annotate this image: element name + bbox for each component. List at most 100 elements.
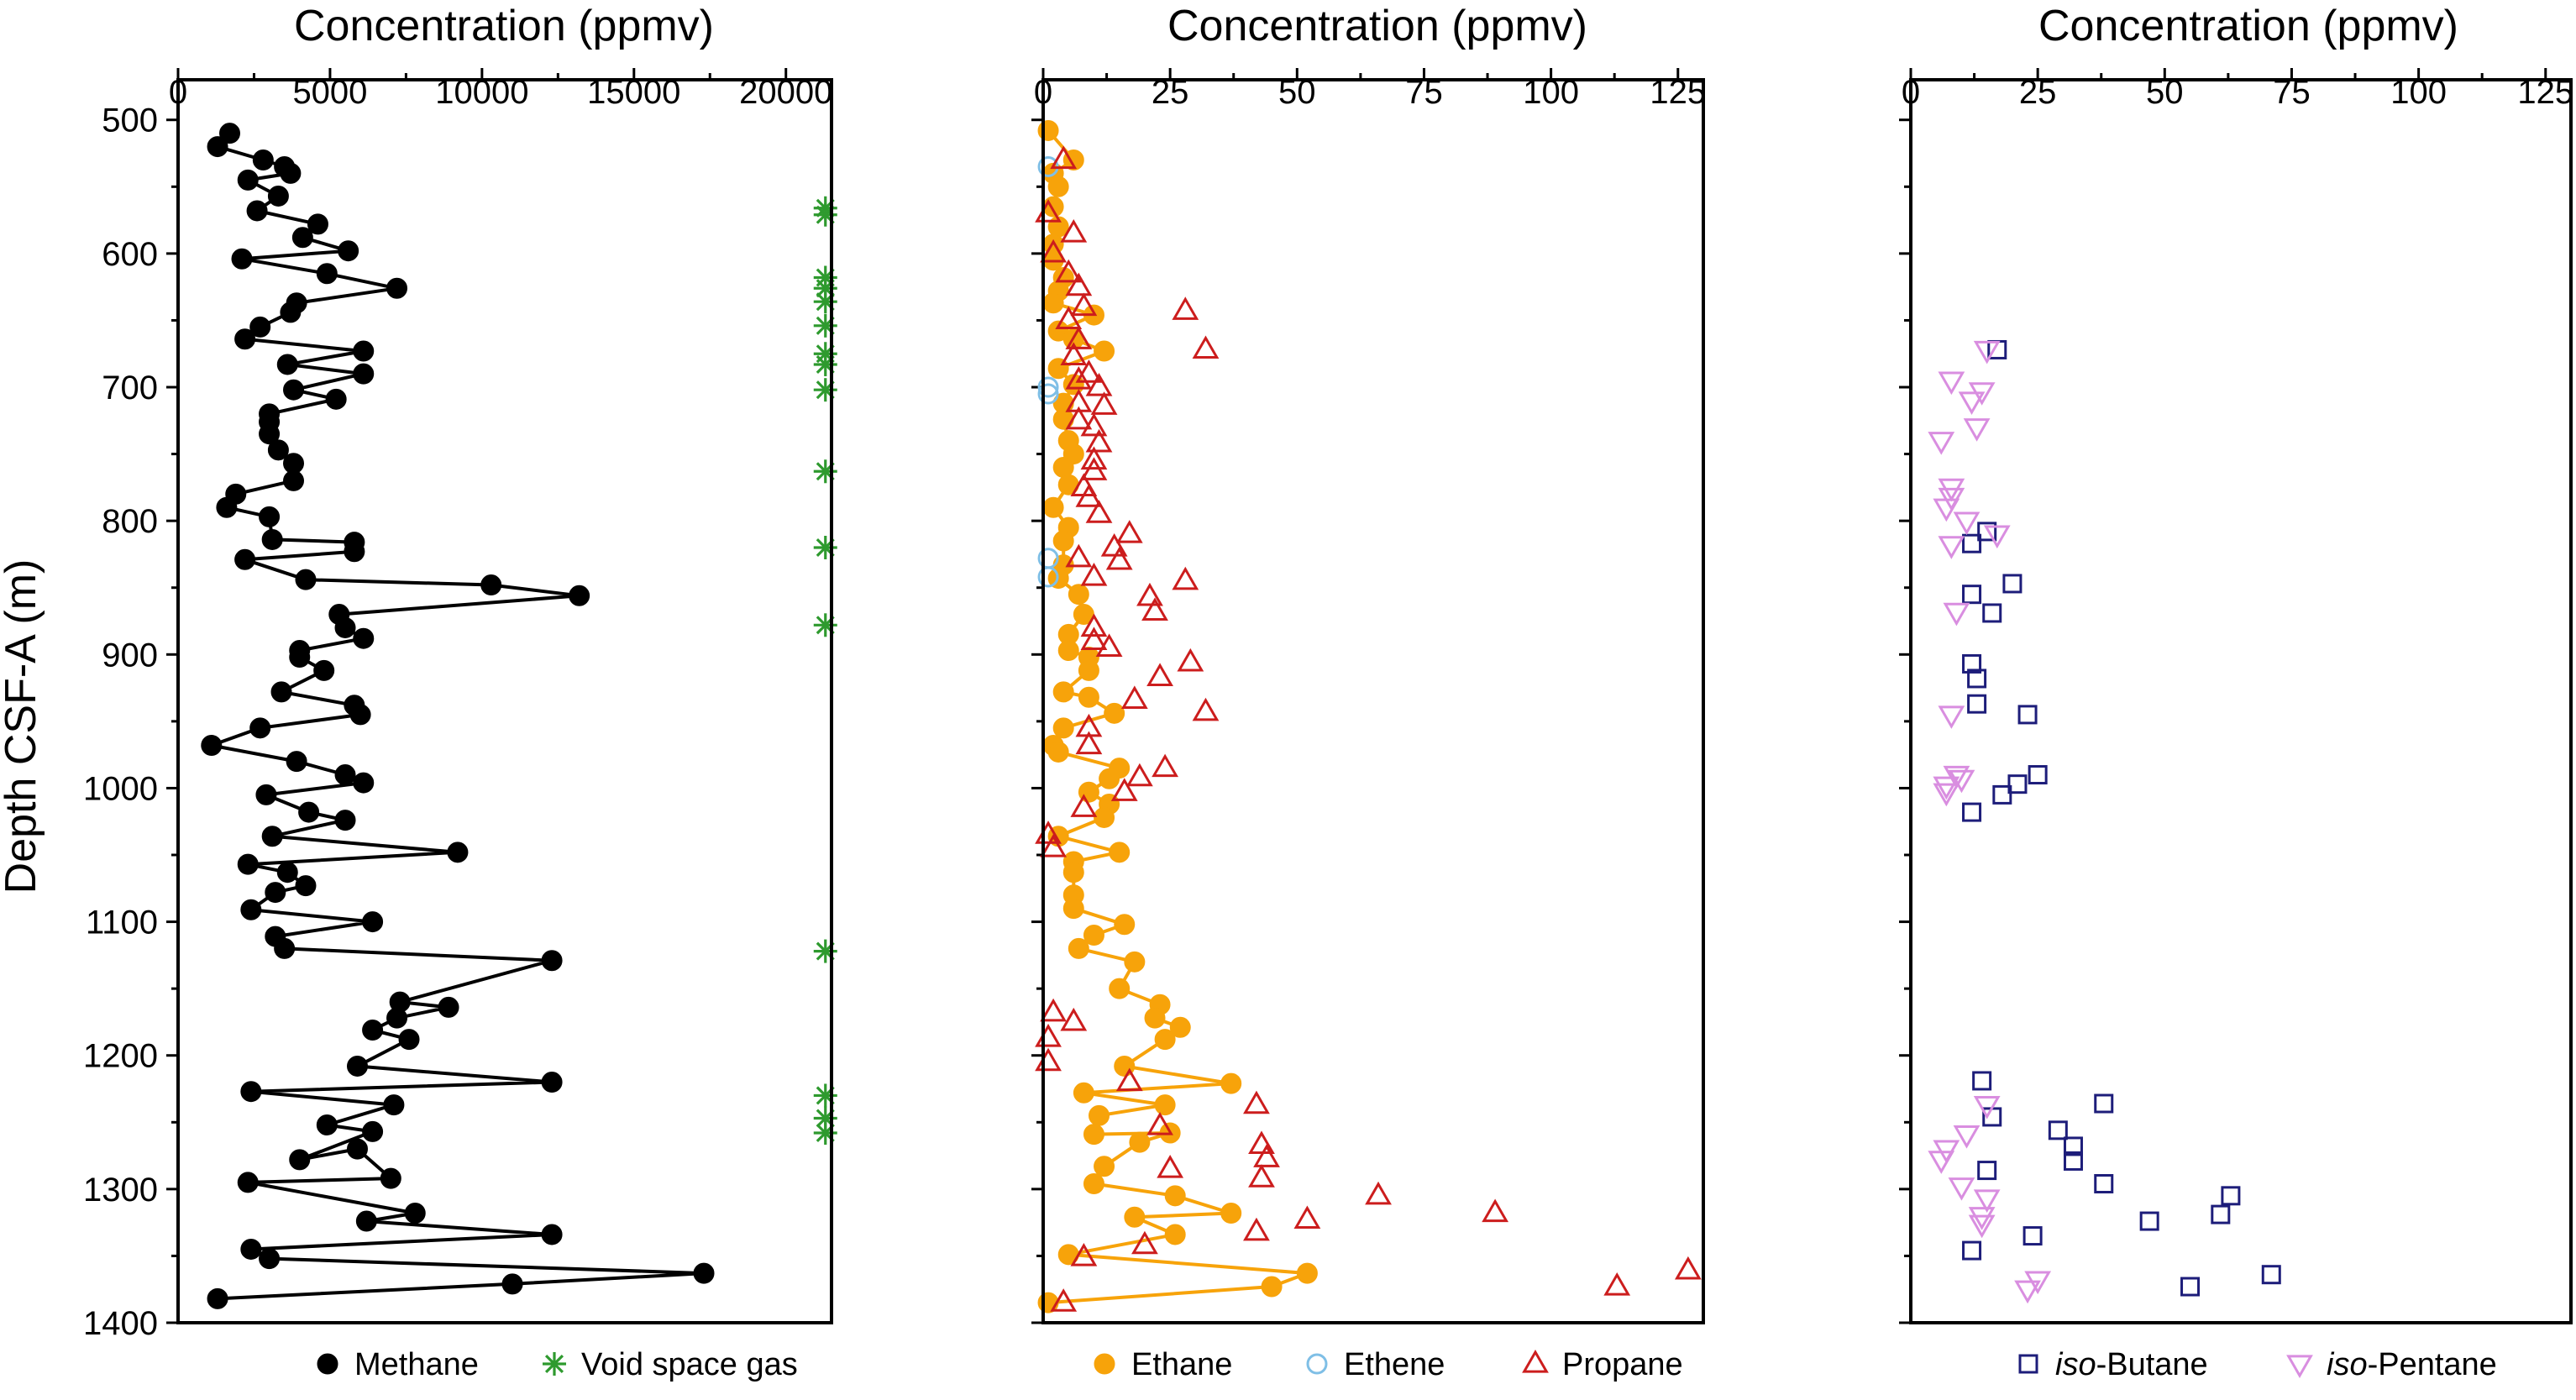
data-point: [1172, 296, 1199, 320]
data-point: [1967, 669, 1987, 689]
data-point: [1968, 1214, 1996, 1239]
data-point: [1095, 633, 1123, 657]
data-point: [2007, 774, 2028, 794]
data-point: [813, 459, 837, 484]
data-point: [261, 528, 283, 550]
data-point: [1973, 1189, 2001, 1214]
data-point: [259, 506, 281, 527]
data-point: [1983, 525, 2011, 549]
data-point: [1065, 366, 1093, 390]
data-point: [813, 313, 837, 338]
legend-label: Ethene: [1344, 1347, 1445, 1382]
data-point: [1154, 1029, 1176, 1051]
data-point: [1105, 546, 1133, 570]
legend-label: Propane: [1562, 1347, 1683, 1382]
data-point: [298, 801, 320, 823]
data-point: [1169, 1016, 1191, 1038]
panel-3-frame: [1909, 78, 2573, 1324]
series-void-space-gas: [813, 196, 837, 1146]
data-point: [1075, 731, 1103, 755]
data-point: [1938, 536, 1965, 559]
y-tick-label: 1300: [83, 1172, 158, 1209]
data-point: [1977, 1161, 1997, 1181]
data-point: [2221, 1186, 2241, 1206]
data-point: [237, 853, 259, 875]
data-point: [2014, 1280, 2041, 1304]
data-point: [1953, 511, 1981, 536]
data-point: [1037, 566, 1059, 588]
data-point: [1948, 1177, 1975, 1201]
data-point: [541, 1072, 563, 1093]
data-point: [265, 882, 286, 904]
data-point: [1603, 1272, 1631, 1296]
data-point: [338, 240, 359, 262]
data-point: [380, 1167, 401, 1189]
data-point: [1953, 1125, 1981, 1149]
data-point: [2211, 1204, 2231, 1224]
data-point: [2063, 1151, 2083, 1171]
data-point: [1083, 924, 1104, 946]
data-point: [353, 627, 375, 649]
data-point: [438, 996, 459, 1018]
data-point: [1933, 783, 1960, 807]
data-point: [362, 1120, 384, 1142]
data-point: [1164, 1185, 1186, 1207]
data-point: [249, 717, 271, 739]
data-point: [362, 911, 384, 933]
data-point: [2261, 1265, 2281, 1285]
data-point: [252, 149, 274, 170]
data-point: [2028, 765, 2048, 785]
panel-2-frame: [1041, 78, 1705, 1324]
legend-marker: [543, 1352, 566, 1376]
data-point: [1977, 522, 1997, 542]
data-point: [291, 227, 313, 249]
series-iso-butane: [1962, 339, 2281, 1297]
data-point: [274, 937, 296, 959]
data-point: [307, 213, 328, 235]
data-point: [1109, 978, 1131, 999]
data-point: [541, 1224, 563, 1245]
data-point: [383, 1094, 405, 1116]
data-point: [1248, 1130, 1275, 1154]
legend-marker: [1522, 1349, 1549, 1373]
data-point: [1109, 842, 1131, 863]
data-point: [2023, 1226, 2043, 1246]
data-point: [1047, 741, 1069, 763]
data-point: [219, 123, 241, 144]
data-point: [234, 548, 256, 570]
data-point: [267, 185, 289, 207]
data-point: [1933, 498, 1960, 522]
data-point: [334, 616, 356, 638]
data-point: [362, 1019, 384, 1041]
data-point: [346, 1055, 368, 1077]
data-point: [2180, 1277, 2201, 1297]
data-point: [334, 810, 356, 831]
data-point: [316, 263, 338, 285]
data-point: [693, 1262, 715, 1284]
data-point: [2002, 574, 2023, 594]
data-point: [1047, 176, 1069, 197]
y-tick-label: 1000: [83, 770, 158, 807]
data-point: [316, 1114, 338, 1135]
data-point: [1962, 533, 1982, 553]
data-point: [1220, 1072, 1242, 1094]
data-point: [398, 1029, 420, 1051]
data-point: [289, 646, 311, 668]
data-point: [386, 277, 408, 299]
data-point: [1100, 532, 1128, 557]
y-tick-label: 900: [102, 637, 158, 674]
data-point: [1943, 602, 1970, 627]
data-point: [1973, 1096, 2001, 1119]
data-point: [207, 1287, 228, 1309]
data-point: [1085, 428, 1113, 453]
data-point: [1052, 457, 1074, 479]
data-point: [216, 496, 238, 518]
data-point: [1962, 585, 1982, 605]
data-point: [353, 340, 375, 362]
data-point: [813, 939, 837, 963]
data-point: [404, 1203, 426, 1224]
data-point: [1073, 1082, 1094, 1104]
data-point: [1052, 681, 1074, 703]
data-point: [1094, 340, 1115, 362]
data-point: [1115, 520, 1143, 543]
